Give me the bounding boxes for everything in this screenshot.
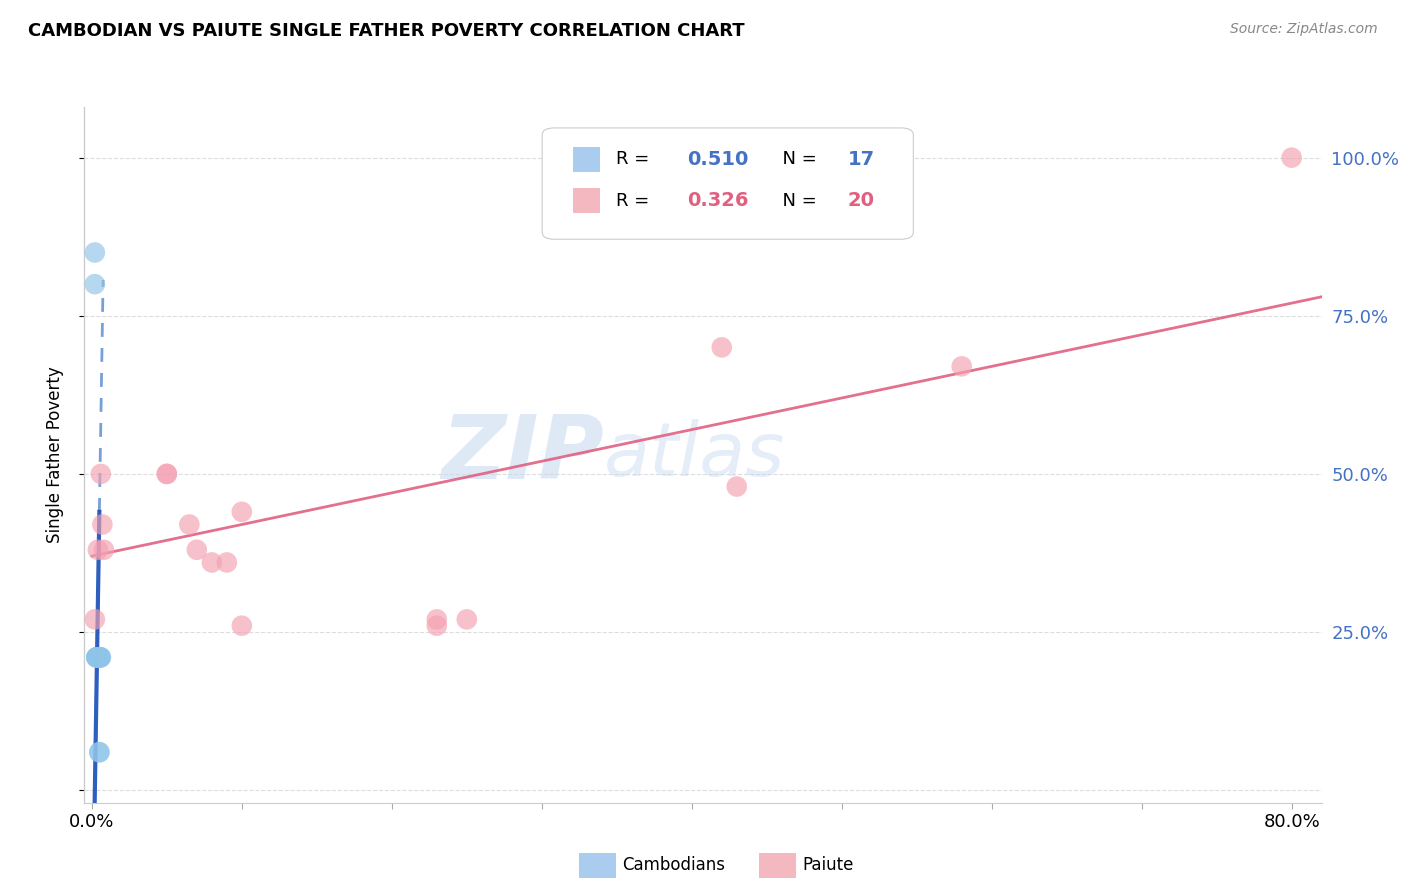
Point <box>950 359 973 374</box>
Point <box>86 650 108 665</box>
Point <box>215 556 238 570</box>
Point <box>83 245 105 260</box>
Point <box>90 650 112 665</box>
Point <box>89 650 111 665</box>
FancyBboxPatch shape <box>543 128 914 239</box>
Point <box>231 505 253 519</box>
Point <box>87 650 110 665</box>
Point <box>456 612 478 626</box>
Point <box>89 650 111 665</box>
Bar <box>579 853 616 878</box>
Point <box>93 542 115 557</box>
Text: Paiute: Paiute <box>801 856 853 874</box>
Point <box>86 650 108 665</box>
Point <box>89 745 111 759</box>
Point <box>90 650 112 665</box>
Point <box>156 467 179 481</box>
Point <box>156 467 179 481</box>
Point <box>426 612 449 626</box>
Point <box>426 618 449 632</box>
Text: 0.510: 0.510 <box>688 150 748 169</box>
Point <box>83 612 105 626</box>
Text: N =: N = <box>770 192 823 210</box>
Point <box>186 542 208 557</box>
Y-axis label: Single Father Poverty: Single Father Poverty <box>45 367 63 543</box>
Text: 0.326: 0.326 <box>688 192 748 211</box>
Point <box>87 650 110 665</box>
Point <box>89 650 111 665</box>
Text: ZIP: ZIP <box>441 411 605 499</box>
Text: CAMBODIAN VS PAIUTE SINGLE FATHER POVERTY CORRELATION CHART: CAMBODIAN VS PAIUTE SINGLE FATHER POVERT… <box>28 22 745 40</box>
Point <box>1281 151 1303 165</box>
Text: 20: 20 <box>848 192 875 211</box>
Text: Source: ZipAtlas.com: Source: ZipAtlas.com <box>1230 22 1378 37</box>
Text: 17: 17 <box>848 150 875 169</box>
Point <box>87 542 110 557</box>
Text: R =: R = <box>616 192 655 210</box>
Point <box>86 650 108 665</box>
Point <box>231 618 253 632</box>
Bar <box>759 853 796 878</box>
Text: N =: N = <box>770 150 823 169</box>
Point <box>179 517 201 532</box>
Point <box>89 745 111 759</box>
Point <box>710 340 733 354</box>
Point <box>201 556 224 570</box>
Text: atlas: atlas <box>605 419 786 491</box>
Point <box>89 650 111 665</box>
Bar <box>574 146 600 172</box>
Point <box>91 517 114 532</box>
Point <box>83 277 105 292</box>
Point <box>87 650 110 665</box>
Text: Cambodians: Cambodians <box>623 856 725 874</box>
Point <box>725 479 748 493</box>
Point <box>90 467 112 481</box>
Point <box>87 650 110 665</box>
Bar <box>574 188 600 213</box>
Text: R =: R = <box>616 150 655 169</box>
